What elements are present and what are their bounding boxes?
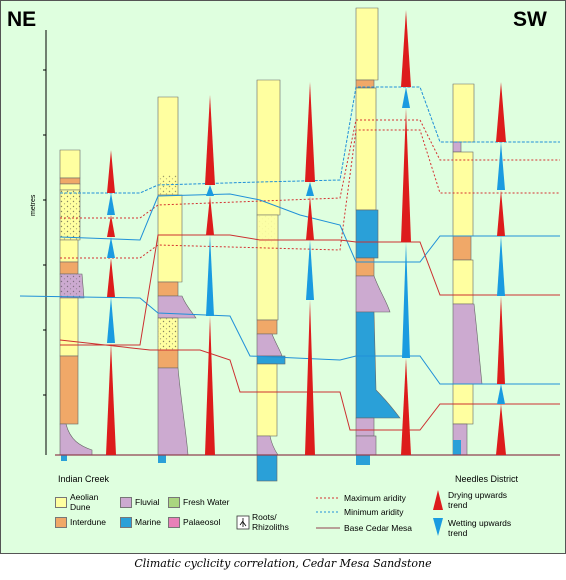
legend-label-aeolian-dune: Aeolian Dune <box>70 492 99 512</box>
legend-label-interdune: Interdune <box>70 517 106 527</box>
legend-label-marine: Marine <box>135 517 161 527</box>
legend-swatch-palaeosol <box>168 517 180 528</box>
legend-swatch-aeolian-dune <box>55 497 67 508</box>
correlation-diagram <box>19 7 560 536</box>
sw-direction-label: SW <box>513 8 547 31</box>
legend-swatch-interdune <box>55 517 67 528</box>
log-column-3 <box>256 79 286 482</box>
legend-trend-samples <box>433 490 443 536</box>
legend-label-wetting-trend: Wetting upwards trend <box>448 518 512 538</box>
legend-swatch-fluvial <box>120 497 132 508</box>
figure-caption: Climatic cyclicity correlation, Cedar Me… <box>134 557 432 570</box>
axis-label: metres <box>30 194 37 216</box>
log-column-needles-district <box>452 83 483 456</box>
legend-label-maximum-aridity: Maximum aridity <box>344 493 406 503</box>
roots-icon <box>236 515 250 530</box>
correlation-lines <box>19 86 560 456</box>
log-column-2 <box>157 96 197 463</box>
legend-label-palaeosol: Palaeosol <box>183 517 221 527</box>
legend-swatch-marine <box>120 517 132 528</box>
log-column-4 <box>355 7 401 465</box>
metres-axis <box>43 30 47 455</box>
legend-label-minimum-aridity: Minimum aridity <box>344 507 404 517</box>
legend-label-base-cedar-mesa: Base Cedar Mesa <box>344 523 413 533</box>
ne-direction-label: NE <box>7 8 37 31</box>
legend-line-samples <box>316 497 340 529</box>
trend-symbols <box>106 10 506 455</box>
legend-swatch-fresh-water <box>168 497 180 508</box>
legend-label-drying-trend: Drying upwards trend <box>448 490 508 510</box>
legend-label-roots: Roots/ Rhizoliths <box>252 512 289 532</box>
log-column-indian-creek <box>59 149 93 461</box>
legend-label-fresh-water: Fresh Water <box>183 497 230 507</box>
legend-label-fluvial: Fluvial <box>135 497 160 507</box>
indian-creek-label: Indian Creek <box>58 474 110 484</box>
needles-district-label: Needles District <box>455 474 519 484</box>
